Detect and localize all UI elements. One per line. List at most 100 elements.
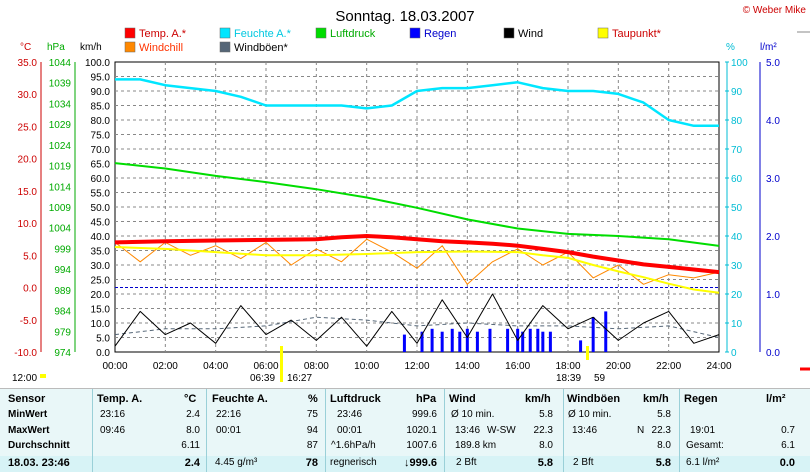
kmh-axis-unit: km/h <box>80 42 102 53</box>
pct-tick-label: 60 <box>731 174 743 185</box>
avg-wind-dist: 189.8 km <box>455 440 497 451</box>
max-wind-time: 13:46 <box>455 425 481 436</box>
series-layer <box>114 78 720 352</box>
rain-bar <box>521 331 525 352</box>
windchill-line <box>114 238 720 285</box>
max-hum: 94 <box>306 425 318 436</box>
rain-bar <box>604 311 608 352</box>
rain-bar <box>541 331 545 352</box>
kmh-tick-label: 70.0 <box>91 145 111 156</box>
cur-temp: 2.4 <box>184 457 200 469</box>
chart-title: Sonntag. 18.03.2007 <box>335 8 474 25</box>
rain-bar <box>420 331 424 352</box>
kmh-tick-label: 15.0 <box>91 305 111 316</box>
cur-rain: 0.0 <box>779 457 795 469</box>
legend-label: Windchill <box>139 42 183 54</box>
temp-tick-label: -5.0 <box>20 316 38 327</box>
pct-tick-label: 80 <box>731 116 743 127</box>
sunset-marker <box>586 346 589 360</box>
rain-bar <box>465 328 469 352</box>
cur-wind: 5.8 <box>537 457 553 469</box>
min-wind: 5.8 <box>539 409 553 420</box>
min-wind-label: Ø 10 min. <box>451 409 495 420</box>
max-wind-dir: W-SW <box>487 425 516 436</box>
header-rain: Regen <box>684 393 718 405</box>
min-pres: 999.6 <box>411 409 437 420</box>
cur-rain-day: 6.1 l/m² <box>686 457 720 468</box>
sunrise-marker <box>280 346 283 382</box>
hpa-axis-unit: hPa <box>47 42 65 53</box>
min-temp-time: 23:16 <box>100 409 126 420</box>
rain-bar <box>506 328 510 352</box>
temp-tick-label: 30.0 <box>18 90 38 101</box>
rain-bar <box>475 331 479 352</box>
windb-en-line <box>114 316 720 338</box>
legend-label: Luftdruck <box>330 28 376 40</box>
max-gust: 22.3 <box>651 425 671 436</box>
avg-gust: 8.0 <box>657 440 671 451</box>
sunset-end-label: 59 <box>594 373 606 384</box>
pct-tick-label: 20 <box>731 290 743 301</box>
kmh-tick-label: 25.0 <box>91 276 111 287</box>
kmh-tick-label: 65.0 <box>91 160 111 171</box>
pct-tick-label: 30 <box>731 261 743 272</box>
kmh-tick-label: 75.0 <box>91 131 111 142</box>
luftdruck-line <box>114 162 720 247</box>
temp-tick-label: 35.0 <box>18 58 38 69</box>
header-gust: Windböen <box>567 393 621 405</box>
kmh-tick-label: 60.0 <box>91 174 111 185</box>
legend-label: Windböen* <box>234 42 289 54</box>
header-wind-unit: km/h <box>525 393 551 405</box>
x-tick-label: 06:00 <box>253 361 278 372</box>
pct-tick-label: 70 <box>731 145 743 156</box>
row-label-current: 18.03. 23:46 <box>8 457 70 469</box>
temp-tick-label: 20.0 <box>18 155 38 166</box>
x-tick-label: 20:00 <box>606 361 631 372</box>
hpa-tick-label: 984 <box>54 307 71 318</box>
x-tick-label: 12:00 <box>404 361 429 372</box>
hpa-tick-label: 989 <box>54 286 71 297</box>
x-tick-label: 14:00 <box>455 361 480 372</box>
pct-tick-label: 50 <box>731 203 743 214</box>
hpa-tick-label: 974 <box>54 348 71 359</box>
min-gust: 5.8 <box>657 409 671 420</box>
row-label-min: MinWert <box>8 409 48 420</box>
taupunkt-line <box>114 246 720 294</box>
temp-tick-label: 5.0 <box>23 251 37 262</box>
legend-label: Wind <box>518 28 543 40</box>
rain-bar <box>458 331 462 352</box>
kmh-tick-label: 100.0 <box>85 58 110 69</box>
pct-tick-label: 10 <box>731 319 743 330</box>
hpa-tick-label: 1034 <box>49 99 72 110</box>
hpa-tick-label: 979 <box>54 327 71 338</box>
max-gust-dir: N <box>637 425 645 436</box>
pct-tick-label: 40 <box>731 232 743 243</box>
hpa-tick-label: 999 <box>54 244 71 255</box>
temp-tick-label: 15.0 <box>18 187 38 198</box>
legend-swatch <box>219 41 231 53</box>
x-tick-label: 04:00 <box>203 361 228 372</box>
header-pressure-unit: hPa <box>416 393 437 405</box>
rain-bar <box>548 331 552 352</box>
wind-line <box>114 293 720 347</box>
row-label-max: MaxWert <box>8 425 50 436</box>
row-label-avg: Durchschnitt <box>8 440 70 451</box>
kmh-tick-label: 20.0 <box>91 290 111 301</box>
hpa-tick-label: 1044 <box>49 58 72 69</box>
rain-axis-unit: l/m² <box>760 42 777 53</box>
col-sep <box>444 389 445 472</box>
cur-wind-bft: 2 Bft <box>456 457 477 468</box>
rain-tick-label: 0.0 <box>766 348 780 359</box>
rain-bar <box>450 328 454 352</box>
x-tick-label: 18:00 <box>555 361 580 372</box>
axis-ticks: 35.0 30.0 25.0 20.0 15.0 10.0 5.0 0.0 -5.0 -10.0 1… <box>14 58 780 372</box>
sunrise-end-label: 16:27 <box>287 373 312 384</box>
max-hum-time: 00:01 <box>216 425 242 436</box>
kmh-tick-label: 50.0 <box>91 203 111 214</box>
legend-swatch <box>124 27 136 39</box>
temp-a-line <box>114 234 720 275</box>
copyright-label: © Weber Mike <box>743 5 807 16</box>
x-tick-label: 02:00 <box>153 361 178 372</box>
min-pres-time: 23:46 <box>337 409 363 420</box>
